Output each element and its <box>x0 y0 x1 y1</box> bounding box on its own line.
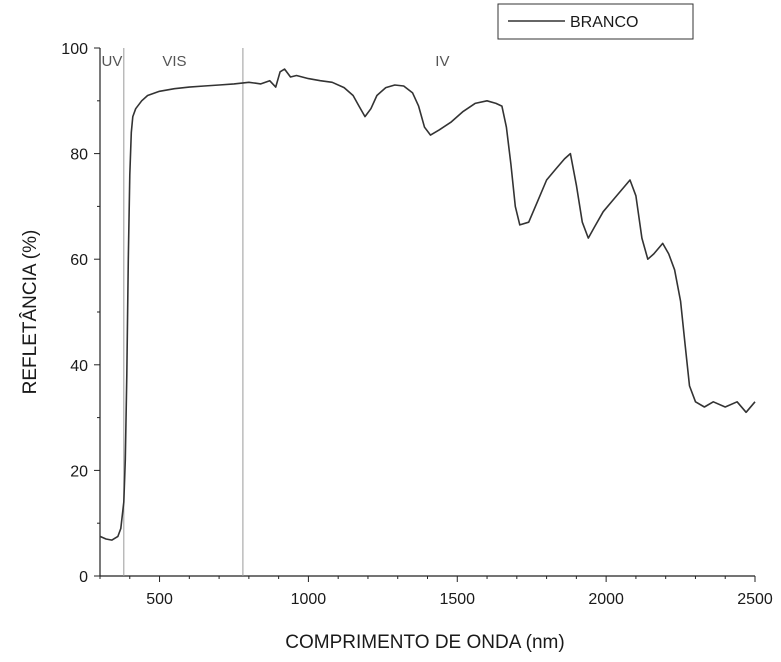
region-label-iv: IV <box>435 53 449 70</box>
y-tick-label: 60 <box>70 252 88 269</box>
x-axis-ticks: 500 1000 1500 2000 2500 <box>99 576 773 608</box>
y-axis-label: REFLETÂNCIA (%) <box>19 230 41 395</box>
y-tick-label: 100 <box>61 41 88 58</box>
y-tick-label: 80 <box>70 147 88 164</box>
legend: BRANCO <box>497 3 694 40</box>
legend-entry-branco: BRANCO <box>570 14 638 31</box>
y-tick-label: 40 <box>70 358 88 375</box>
region-label-vis: VIS <box>162 53 186 70</box>
plot-area <box>99 48 755 577</box>
region-label-uv: UV <box>101 53 122 70</box>
x-tick-label: 2000 <box>588 591 624 608</box>
x-tick-label: 1000 <box>291 591 327 608</box>
x-tick-label: 2500 <box>737 591 773 608</box>
region-labels: UV VIS IV <box>101 53 449 70</box>
x-axis-label: COMPRIMENTO DE ONDA (nm) <box>285 632 564 653</box>
y-tick-label: 20 <box>70 463 88 480</box>
region-dividers <box>123 48 244 576</box>
y-tick-label: 0 <box>79 569 88 586</box>
x-tick-label: 1500 <box>439 591 475 608</box>
series-layer <box>99 68 756 541</box>
x-tick-label: 500 <box>146 591 173 608</box>
series-line-branco <box>99 68 756 541</box>
y-axis-ticks: 0 20 40 60 80 100 <box>61 41 100 586</box>
